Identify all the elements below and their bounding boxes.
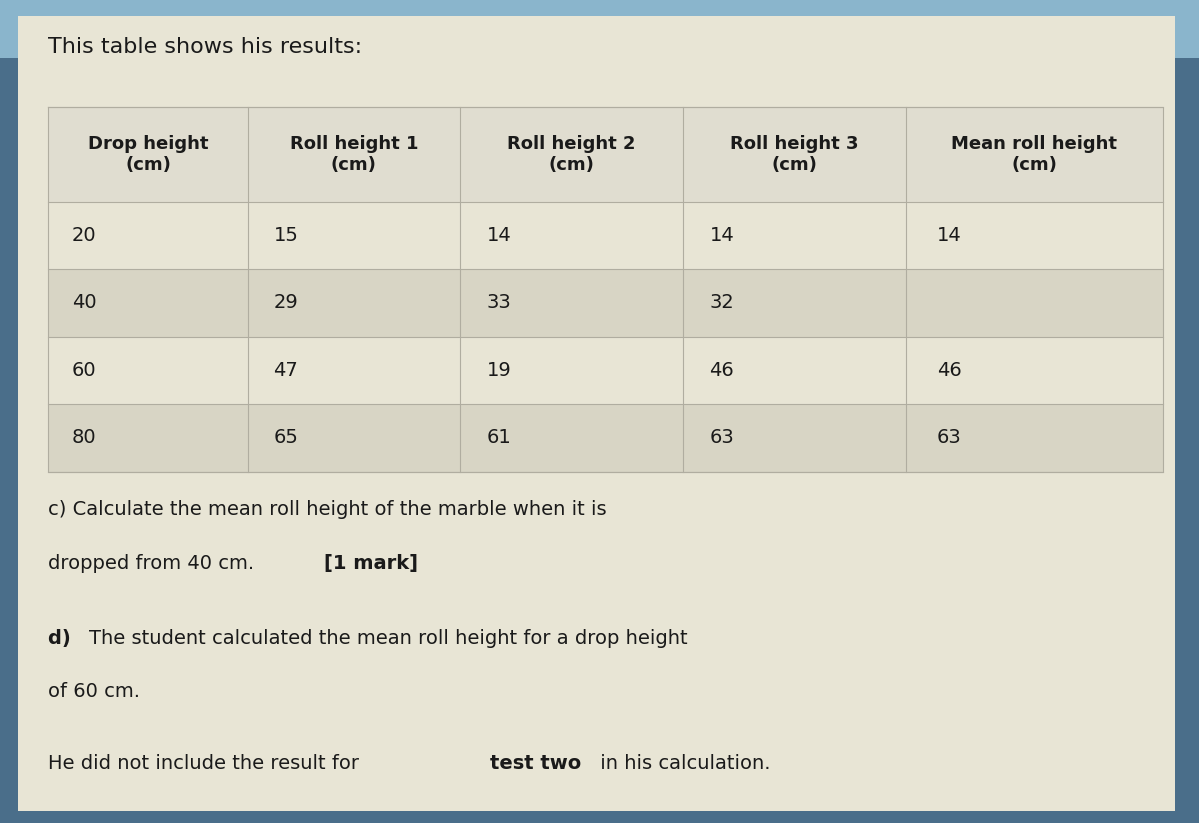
Text: Mean roll height
(cm): Mean roll height (cm) [951,135,1117,174]
Text: in his calculation.: in his calculation. [595,755,771,774]
Bar [48,202,1163,269]
Text: 19: 19 [487,360,511,380]
Text: 60: 60 [72,360,97,380]
Text: 20: 20 [72,226,97,245]
Text: 14: 14 [710,226,734,245]
Text: The student calculated the mean roll height for a drop height: The student calculated the mean roll hei… [90,629,688,648]
Text: test two: test two [490,755,582,774]
Text: 14: 14 [936,226,962,245]
Text: 63: 63 [710,428,734,448]
Bar [48,337,1163,404]
Text: Roll height 2
(cm): Roll height 2 (cm) [507,135,635,174]
Text: Roll height 3
(cm): Roll height 3 (cm) [730,135,858,174]
Text: 29: 29 [273,293,299,313]
Bar [48,269,1163,337]
Text: of 60 cm.: of 60 cm. [48,682,140,701]
Text: 15: 15 [273,226,299,245]
Text: dropped from 40 cm.: dropped from 40 cm. [48,554,260,573]
Text: 65: 65 [273,428,299,448]
Text: 46: 46 [710,360,734,380]
Text: 33: 33 [487,293,511,313]
Text: This table shows his results:: This table shows his results: [48,37,362,57]
Text: Roll height 1
(cm): Roll height 1 (cm) [290,135,418,174]
Text: 63: 63 [936,428,962,448]
Bar [0,0,1199,58]
Text: He did not include the result for: He did not include the result for [48,755,366,774]
Text: 47: 47 [273,360,299,380]
Text: 46: 46 [936,360,962,380]
Bar [48,107,1163,202]
Text: 32: 32 [710,293,734,313]
Text: [1 mark]: [1 mark] [324,554,417,573]
Text: c) Calculate the mean roll height of the marble when it is: c) Calculate the mean roll height of the… [48,500,607,519]
Bar [48,404,1163,472]
Text: Drop height
(cm): Drop height (cm) [88,135,209,174]
Text: 14: 14 [487,226,511,245]
Text: d): d) [48,629,78,648]
Text: 80: 80 [72,428,97,448]
Text: 40: 40 [72,293,97,313]
Text: 61: 61 [487,428,511,448]
